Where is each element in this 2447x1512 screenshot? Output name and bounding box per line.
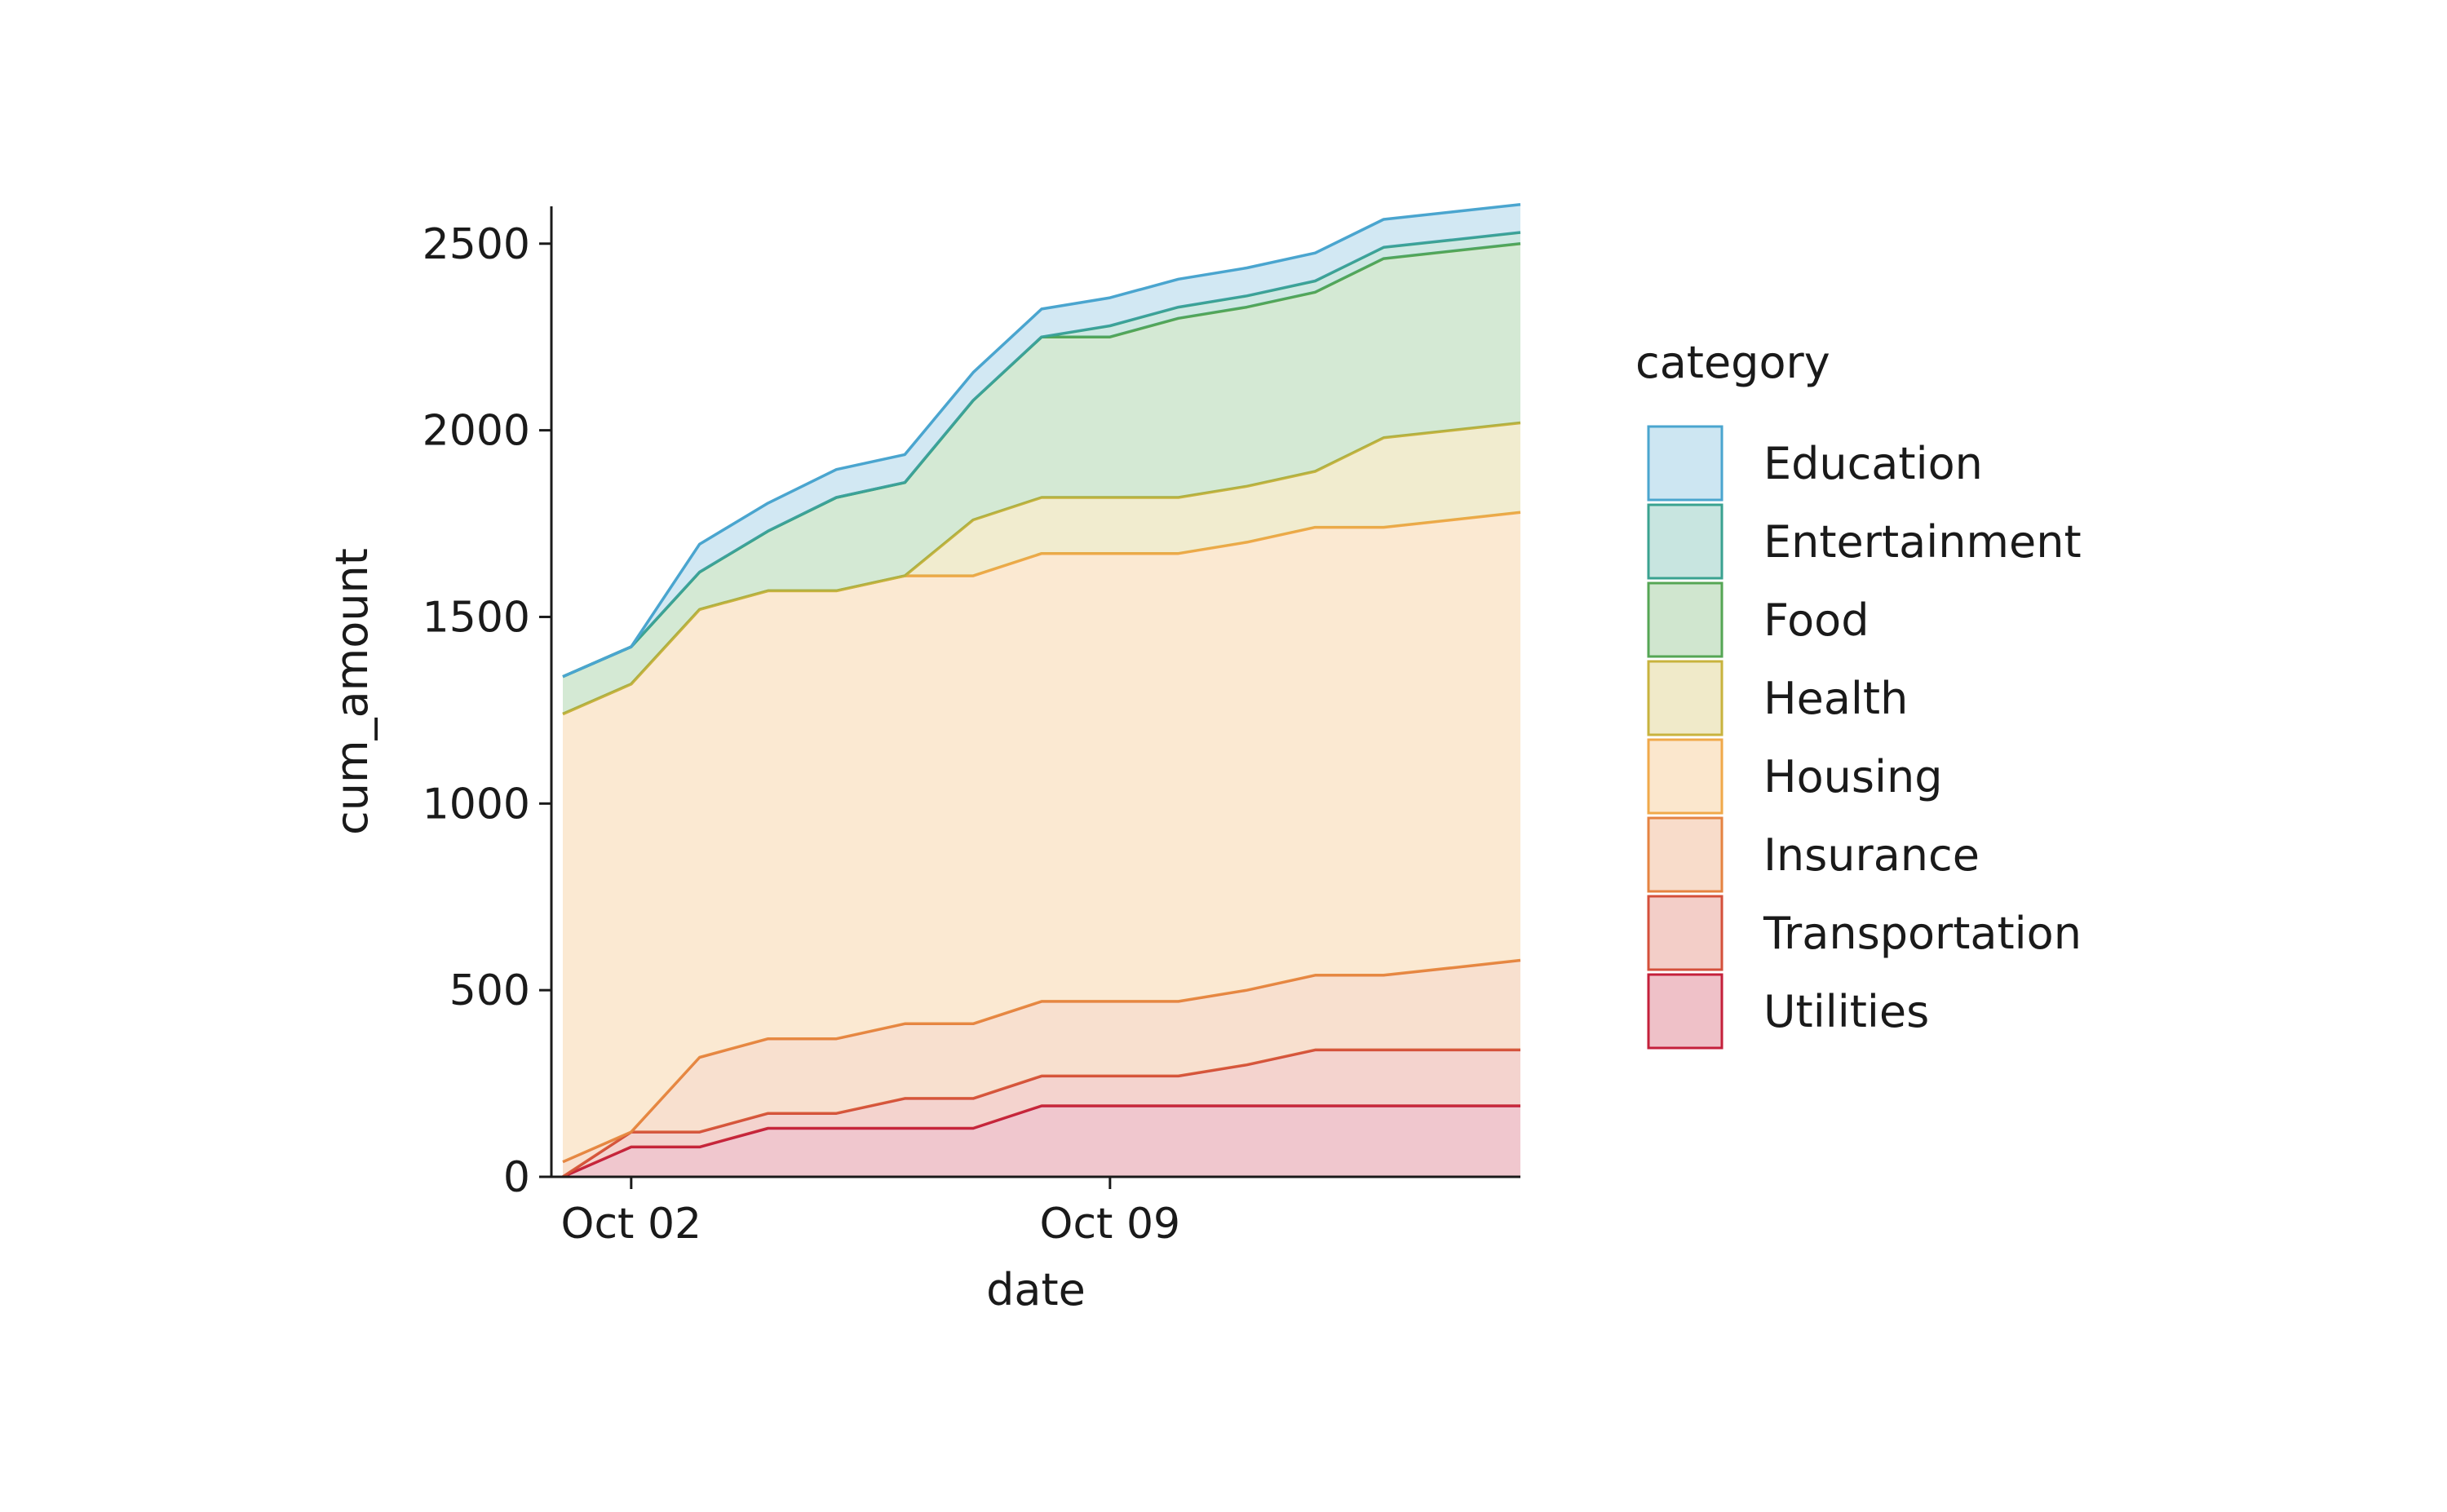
legend-title: category xyxy=(1635,337,1830,388)
area-health xyxy=(563,422,1520,714)
y-tick-label: 1000 xyxy=(423,780,530,829)
area-utilities xyxy=(563,1106,1520,1177)
x-ticks: Oct 02 Oct 09 xyxy=(561,1177,1181,1249)
line-insurance xyxy=(562,958,1521,1164)
y-axis-title: cum_amount xyxy=(326,548,378,835)
y-tick-label: 1500 xyxy=(423,593,530,642)
line-entertainment xyxy=(562,231,1521,679)
legend-swatch xyxy=(1647,660,1724,736)
legend-item-health: Health xyxy=(1647,660,1908,736)
legend-label: Entertainment xyxy=(1763,516,2082,568)
line-transportation xyxy=(562,1048,1520,1178)
legend-item-transportation: Transportation xyxy=(1647,895,2082,971)
legend-item-food: Food xyxy=(1647,581,1870,658)
legend-item-utilities: Utilities xyxy=(1647,973,1929,1050)
legend-label: Transportation xyxy=(1763,908,2082,959)
legend: category Education Entertainment Food Healt… xyxy=(1635,337,2082,1050)
x-tick-label: Oct 09 xyxy=(1040,1200,1181,1249)
legend-swatch xyxy=(1647,581,1724,658)
legend-swatch xyxy=(1647,738,1724,815)
legend-item-education: Education xyxy=(1647,425,1983,502)
legend-swatch xyxy=(1647,895,1724,971)
legend-label: Utilities xyxy=(1763,986,1929,1037)
legend-label: Housing xyxy=(1763,751,1943,802)
y-ticks: 0 500 1000 1500 2000 2500 xyxy=(423,220,551,1202)
x-tick-label: Oct 02 xyxy=(561,1200,702,1249)
legend-items: Education Entertainment Food Health Housing I… xyxy=(1647,425,2082,1050)
area-food xyxy=(563,243,1520,714)
area-insurance xyxy=(563,960,1520,1177)
legend-swatch xyxy=(1647,816,1724,893)
legend-swatch xyxy=(1647,425,1724,502)
legend-item-insurance: Insurance xyxy=(1647,816,1980,893)
y-tick-label: 2500 xyxy=(423,220,530,269)
line-utilities xyxy=(562,1104,1520,1178)
y-tick-label: 0 xyxy=(503,1153,530,1202)
y-tick-label: 500 xyxy=(449,966,530,1015)
area-housing xyxy=(563,512,1520,1162)
area-transportation xyxy=(563,1050,1520,1177)
legend-label: Food xyxy=(1763,595,1870,646)
x-axis-title: date xyxy=(986,1264,1086,1315)
area-layers xyxy=(562,202,1521,1178)
legend-swatch xyxy=(1647,973,1724,1050)
legend-item-entertainment: Entertainment xyxy=(1647,503,2082,580)
legend-label: Health xyxy=(1763,673,1908,724)
legend-item-housing: Housing xyxy=(1647,738,1943,815)
line-education xyxy=(562,202,1521,679)
legend-swatch xyxy=(1647,503,1724,580)
legend-label: Insurance xyxy=(1763,829,1980,881)
line-health xyxy=(562,421,1521,716)
axes: 0 500 1000 1500 2000 2500 Oct 02 Oct 09 date c… xyxy=(326,206,1520,1315)
legend-label: Education xyxy=(1763,438,1983,489)
y-tick-label: 2000 xyxy=(423,407,530,456)
